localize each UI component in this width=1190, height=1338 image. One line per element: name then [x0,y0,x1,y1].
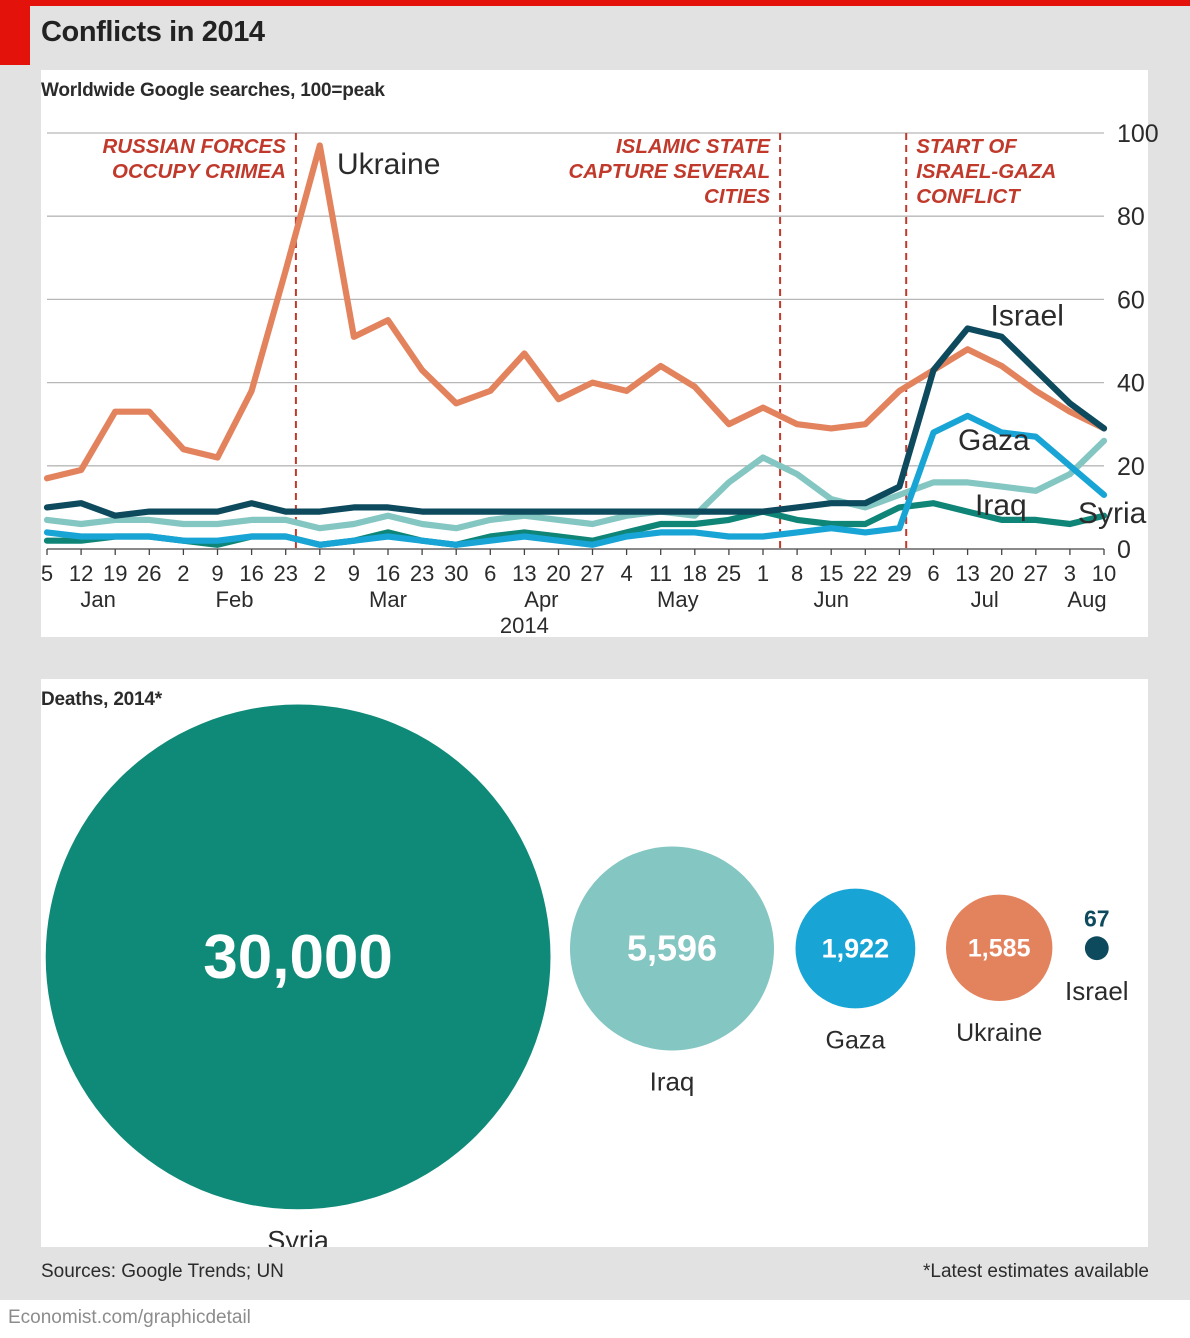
svg-text:6: 6 [484,561,496,586]
svg-text:25: 25 [717,561,741,586]
svg-text:26: 26 [137,561,161,586]
svg-text:Iraq: Iraq [650,1066,695,1096]
svg-text:22: 22 [853,561,877,586]
svg-text:Jan: Jan [80,587,115,612]
svg-text:Ukraine: Ukraine [337,148,440,181]
svg-text:20: 20 [989,561,1013,586]
svg-text:5: 5 [41,561,53,586]
svg-text:OCCUPY CRIMEA: OCCUPY CRIMEA [112,160,286,183]
svg-text:18: 18 [683,561,707,586]
svg-text:May: May [657,587,699,612]
svg-text:13: 13 [955,561,979,586]
svg-text:13: 13 [512,561,536,586]
svg-text:11: 11 [649,561,672,586]
svg-text:1: 1 [757,561,769,586]
svg-text:Gaza: Gaza [958,424,1030,457]
svg-text:Jul: Jul [971,587,999,612]
svg-text:9: 9 [348,561,360,586]
svg-text:30,000: 30,000 [203,923,393,992]
svg-text:Jun: Jun [813,587,848,612]
svg-text:40: 40 [1117,370,1145,398]
svg-text:3: 3 [1064,561,1076,586]
svg-text:ISLAMIC STATE: ISLAMIC STATE [616,135,771,158]
svg-text:ISRAEL-GAZA: ISRAEL-GAZA [916,160,1056,183]
svg-text:1,922: 1,922 [822,934,890,964]
svg-text:23: 23 [273,561,297,586]
svg-text:9: 9 [211,561,223,586]
svg-text:23: 23 [410,561,434,586]
svg-text:Syria: Syria [1078,497,1147,530]
svg-text:2: 2 [314,561,326,586]
svg-text:29: 29 [887,561,911,586]
svg-text:15: 15 [819,561,843,586]
svg-text:16: 16 [376,561,400,586]
svg-text:RUSSIAN FORCES: RUSSIAN FORCES [103,135,287,158]
svg-text:30: 30 [444,561,468,586]
svg-text:CITIES: CITIES [704,185,770,208]
svg-text:Aug: Aug [1067,587,1106,612]
svg-text:2: 2 [177,561,189,586]
svg-text:0: 0 [1117,536,1131,564]
svg-text:67: 67 [1084,905,1110,931]
svg-text:Israel: Israel [991,300,1064,333]
svg-text:27: 27 [1024,561,1048,586]
svg-text:4: 4 [620,561,632,586]
svg-text:27: 27 [580,561,604,586]
svg-text:5,596: 5,596 [627,928,717,969]
svg-text:12: 12 [69,561,93,586]
svg-text:Ukraine: Ukraine [956,1019,1042,1047]
svg-text:19: 19 [103,561,127,586]
svg-text:CONFLICT: CONFLICT [916,185,1021,208]
svg-text:8: 8 [791,561,803,586]
svg-text:1,585: 1,585 [968,934,1031,962]
svg-text:Israel: Israel [1065,976,1129,1006]
svg-text:Feb: Feb [216,587,254,612]
svg-text:20: 20 [546,561,570,586]
svg-text:10: 10 [1092,561,1116,586]
svg-text:Gaza: Gaza [826,1026,886,1054]
svg-text:6: 6 [927,561,939,586]
svg-text:Apr: Apr [524,587,558,612]
svg-text:80: 80 [1117,203,1145,231]
svg-text:Mar: Mar [369,587,407,612]
svg-text:20: 20 [1117,453,1145,481]
svg-text:Iraq: Iraq [975,489,1027,522]
svg-text:2014: 2014 [500,613,549,638]
svg-text:START OF: START OF [916,135,1017,158]
svg-text:CAPTURE SEVERAL: CAPTURE SEVERAL [568,160,770,183]
svg-text:100: 100 [1117,120,1159,148]
svg-text:16: 16 [239,561,263,586]
svg-text:60: 60 [1117,286,1145,314]
